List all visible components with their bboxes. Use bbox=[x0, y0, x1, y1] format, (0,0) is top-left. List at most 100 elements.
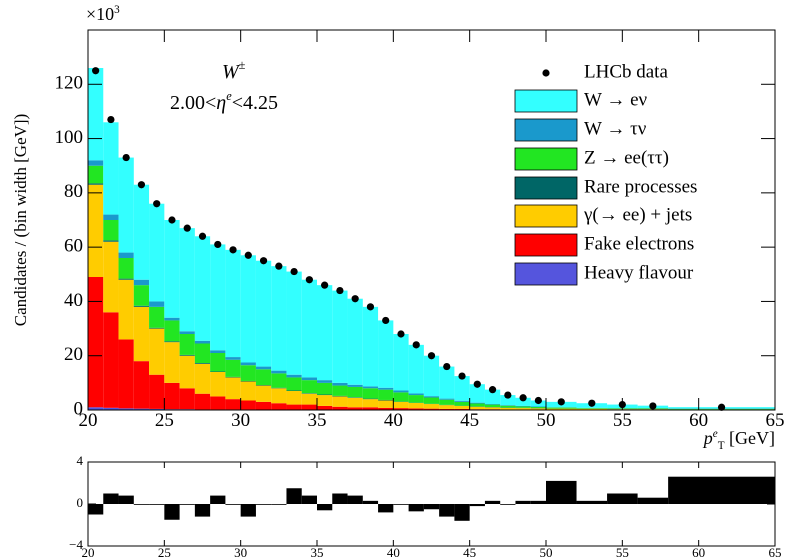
pull-bar bbox=[225, 504, 241, 505]
histogram-bar bbox=[469, 409, 485, 410]
histogram-bar bbox=[149, 327, 165, 329]
legend-label: LHCb data bbox=[584, 61, 668, 82]
pull-bar bbox=[515, 500, 531, 504]
histogram-bar bbox=[118, 339, 134, 409]
histogram-bar bbox=[88, 183, 104, 185]
x-tick-label: 50 bbox=[540, 545, 553, 560]
annotation-part: 2.00< bbox=[170, 92, 216, 114]
histogram-bar bbox=[530, 406, 546, 408]
histogram-bar bbox=[378, 320, 394, 388]
legend-swatch bbox=[514, 118, 578, 142]
histogram-bar bbox=[149, 301, 165, 307]
x-tick-label: 55 bbox=[613, 410, 632, 431]
histogram-bar bbox=[515, 405, 531, 407]
histogram-bar bbox=[484, 389, 501, 405]
data-point bbox=[366, 303, 375, 311]
pull-bar bbox=[423, 504, 440, 510]
histogram-bar bbox=[179, 354, 195, 356]
histogram-bar bbox=[454, 400, 470, 402]
x-tick-label: 55 bbox=[616, 545, 629, 560]
histogram-bar bbox=[378, 387, 394, 390]
data-point bbox=[259, 257, 268, 265]
histogram-bar bbox=[225, 359, 241, 377]
legend-label: W → eν bbox=[584, 89, 648, 110]
data-point bbox=[92, 67, 100, 75]
histogram-bar bbox=[469, 406, 485, 410]
x-axis-title: peT [GeV] bbox=[702, 428, 775, 452]
histogram-bar bbox=[149, 306, 165, 328]
histogram-bar bbox=[210, 353, 226, 372]
pull-bar bbox=[332, 493, 348, 504]
y-multiplier-part: 3 bbox=[114, 4, 120, 16]
histogram-bar bbox=[194, 343, 211, 364]
histogram-bar bbox=[362, 399, 379, 408]
histogram-bar bbox=[484, 407, 501, 410]
y-tick-label: 0 bbox=[77, 495, 84, 510]
histogram-bar bbox=[164, 342, 180, 383]
data-point bbox=[214, 240, 222, 249]
histogram-bar bbox=[103, 241, 119, 313]
histogram-bar bbox=[530, 407, 546, 409]
histogram-bar bbox=[255, 385, 272, 402]
histogram-bar bbox=[484, 409, 501, 410]
histogram-bar bbox=[301, 393, 317, 394]
data-point bbox=[168, 216, 176, 224]
histogram-bar bbox=[149, 203, 165, 302]
histogram-bar bbox=[240, 400, 256, 410]
pull-bar bbox=[469, 504, 485, 507]
histogram-bar bbox=[286, 377, 302, 391]
data-point bbox=[382, 316, 390, 325]
pull-bar bbox=[408, 504, 424, 512]
histogram-bar bbox=[286, 404, 302, 410]
histogram-bar bbox=[393, 334, 409, 391]
pull-bar bbox=[317, 504, 333, 511]
pull-bar bbox=[576, 500, 608, 504]
histogram-bar bbox=[439, 408, 455, 410]
pull-bar bbox=[530, 500, 546, 504]
histogram-bar bbox=[149, 408, 165, 410]
histogram-bar bbox=[240, 255, 256, 363]
pull-bar bbox=[454, 504, 470, 521]
histogram-bar bbox=[179, 334, 195, 355]
histogram-bar bbox=[546, 407, 577, 409]
histogram-bar bbox=[255, 401, 272, 410]
histogram-bar bbox=[118, 408, 134, 410]
histogram-bar bbox=[530, 408, 546, 410]
x-tick-label: 30 bbox=[231, 410, 250, 431]
y-tick-label: 60 bbox=[64, 236, 83, 257]
legend-swatch bbox=[514, 147, 578, 171]
y-tick-label: 80 bbox=[64, 181, 83, 202]
histogram-bar bbox=[500, 407, 516, 410]
histogram-bar bbox=[225, 399, 241, 410]
x-tick-label: 45 bbox=[460, 410, 479, 431]
pull-bar bbox=[271, 504, 287, 505]
y-tick-label: 20 bbox=[64, 344, 83, 365]
histogram-bar bbox=[317, 382, 333, 395]
histogram-bar bbox=[347, 407, 363, 410]
histogram-bar bbox=[118, 258, 134, 279]
histogram-bar bbox=[286, 374, 302, 378]
histogram-bar bbox=[454, 401, 470, 406]
legend-swatch bbox=[514, 233, 578, 257]
histogram-bar bbox=[378, 389, 394, 400]
x-axis-title-part: [GeV] bbox=[725, 428, 775, 448]
histogram-bar bbox=[118, 278, 134, 280]
histogram-bar bbox=[576, 408, 608, 409]
x-tick-label: 40 bbox=[384, 410, 403, 431]
histogram-bar bbox=[393, 390, 409, 393]
pull-bar bbox=[393, 504, 409, 505]
data-point bbox=[137, 181, 146, 189]
histogram-bar bbox=[103, 122, 119, 215]
annotation-part: <4.25 bbox=[232, 92, 278, 114]
histogram-bar bbox=[133, 285, 150, 306]
histogram-bar bbox=[194, 363, 211, 394]
histogram-bar bbox=[393, 408, 409, 410]
pull-bar bbox=[210, 495, 226, 504]
histogram-bar bbox=[515, 408, 531, 410]
histogram-bar bbox=[393, 401, 409, 409]
histogram-bar bbox=[408, 344, 424, 394]
histogram-bar bbox=[515, 397, 531, 406]
pull-bar bbox=[286, 488, 302, 504]
x-tick-label: 40 bbox=[387, 545, 400, 560]
